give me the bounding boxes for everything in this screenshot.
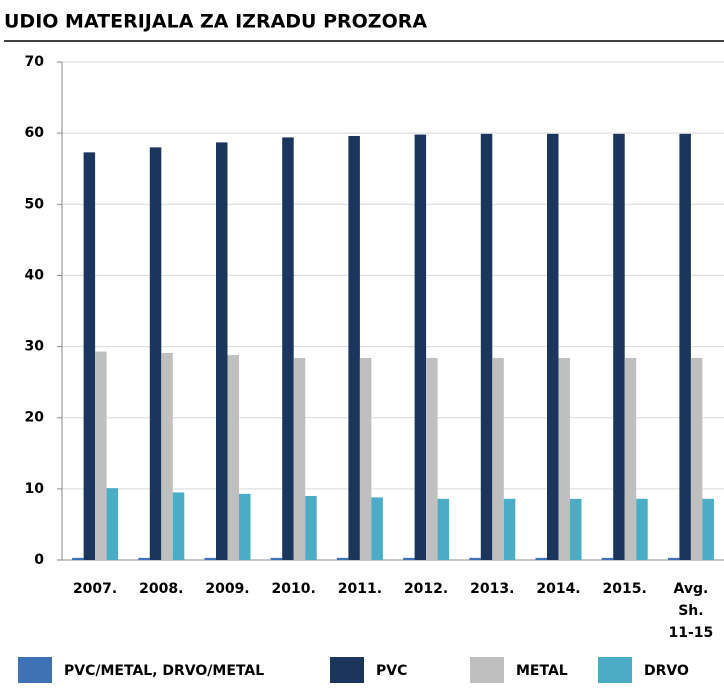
legend-label: DRVO (644, 663, 689, 679)
bar (480, 133, 493, 560)
bar (359, 357, 372, 560)
bar (690, 357, 703, 560)
bar (667, 557, 680, 560)
bar (204, 557, 216, 560)
bar (636, 498, 648, 560)
y-tick-label: 70 (25, 54, 45, 70)
x-tick-label: 2009. (205, 581, 250, 597)
bar (702, 498, 714, 560)
bar (679, 133, 691, 560)
bar (161, 352, 173, 560)
bar (535, 557, 547, 560)
legend-swatch (598, 657, 632, 683)
bar (106, 488, 119, 560)
x-tick-label: Avg. Sh. 11-15 (668, 581, 714, 641)
bar (437, 498, 450, 560)
x-tick-label: 2010. (271, 581, 316, 597)
chart-title: UDIO MATERIJALA ZA IZRADU PROZORA (4, 11, 427, 33)
x-tick-label: 2013. (470, 581, 515, 597)
bar (348, 135, 360, 560)
x-tick-label: 2007. (72, 581, 118, 597)
bar (624, 357, 637, 560)
bar (293, 357, 306, 560)
bar (414, 134, 427, 560)
x-tick-label: 2011. (337, 581, 383, 597)
legend-swatch (330, 657, 364, 683)
bar (469, 557, 481, 560)
bar (371, 497, 383, 560)
bar (282, 137, 294, 560)
bar (403, 557, 415, 560)
y-tick-label: 10 (25, 481, 45, 497)
bar (95, 351, 107, 560)
bar (172, 492, 185, 560)
legend-label: PVC/METAL, DRVO/METAL (64, 663, 264, 679)
bar (227, 355, 239, 560)
bar (216, 142, 228, 561)
bar (138, 557, 150, 560)
y-tick-label: 20 (25, 410, 45, 426)
legend-swatch (470, 657, 504, 683)
bar (305, 495, 317, 560)
y-tick-label: 50 (25, 196, 45, 212)
bar (239, 493, 251, 560)
y-tick-label: 60 (25, 125, 45, 141)
bar (270, 557, 283, 560)
legend-label: METAL (516, 663, 568, 679)
bar (570, 498, 582, 560)
bar (426, 357, 438, 560)
y-tick-label: 30 (25, 339, 45, 355)
bar (336, 557, 349, 560)
bar (83, 152, 96, 560)
legend-label: PVC (376, 663, 407, 679)
bar (149, 147, 162, 560)
y-tick-label: 0 (34, 552, 44, 568)
bar (492, 357, 504, 560)
bar (613, 133, 625, 560)
x-tick-label: 2014. (536, 581, 581, 597)
x-tick-label: 2015. (602, 581, 647, 597)
y-tick-label: 40 (25, 267, 45, 283)
bar (72, 557, 84, 560)
bar (547, 133, 559, 560)
legend-swatch (18, 657, 52, 683)
bar (601, 557, 614, 560)
x-tick-label: 2012. (403, 581, 449, 597)
bar (503, 498, 516, 560)
bar (558, 357, 570, 560)
x-tick-label: 2008. (139, 581, 184, 597)
